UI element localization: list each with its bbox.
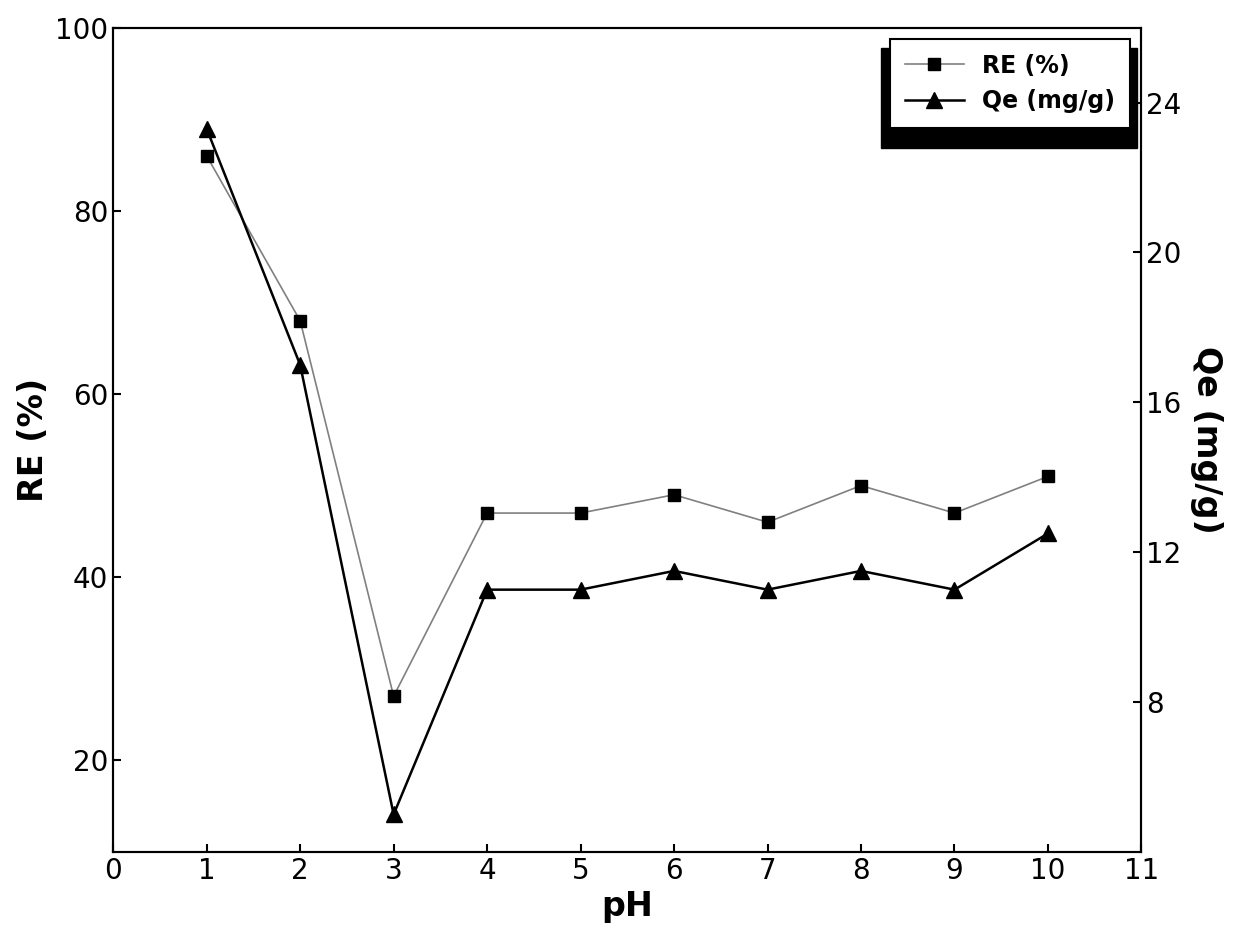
- Qe (mg/g): [947, 584, 962, 595]
- Qe (mg/g): [386, 808, 401, 820]
- Y-axis label: Qe (mg/g): Qe (mg/g): [1190, 346, 1224, 534]
- RE (%): [293, 315, 308, 326]
- Qe (mg/g): [480, 584, 495, 595]
- Qe (mg/g): [667, 565, 682, 576]
- RE (%): [1040, 471, 1055, 482]
- RE (%): [480, 508, 495, 519]
- Y-axis label: RE (%): RE (%): [16, 378, 50, 502]
- Qe (mg/g): [760, 584, 775, 595]
- RE (%): [573, 508, 588, 519]
- RE (%): [853, 480, 868, 492]
- Bar: [882, 48, 1137, 149]
- RE (%): [200, 150, 215, 162]
- Line: Qe (mg/g): Qe (mg/g): [200, 121, 1055, 822]
- RE (%): [667, 489, 682, 500]
- X-axis label: pH: pH: [601, 890, 653, 923]
- Qe (mg/g): [853, 565, 868, 576]
- Qe (mg/g): [293, 359, 308, 370]
- Line: RE (%): RE (%): [201, 149, 1054, 702]
- Qe (mg/g): [1040, 528, 1055, 540]
- RE (%): [947, 508, 962, 519]
- RE (%): [386, 691, 401, 702]
- Qe (mg/g): [573, 584, 588, 595]
- Legend: RE (%), Qe (mg/g): RE (%), Qe (mg/g): [890, 39, 1130, 128]
- Qe (mg/g): [200, 123, 215, 134]
- RE (%): [760, 517, 775, 528]
